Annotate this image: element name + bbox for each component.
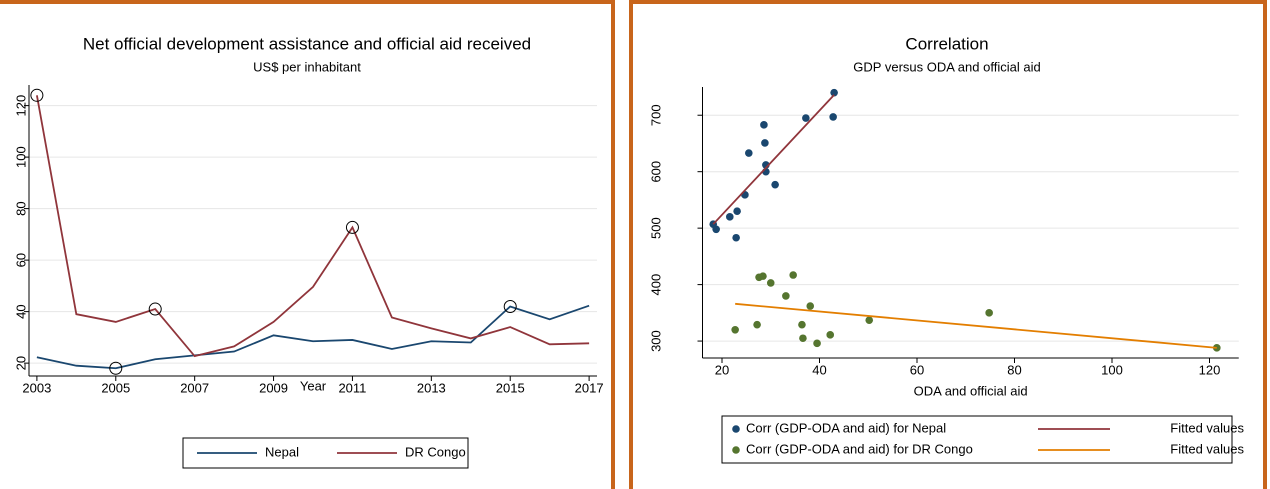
scatter-point (732, 233, 740, 242)
scatter-point (826, 331, 835, 339)
x-tick-label: 120 (1199, 362, 1221, 377)
legend-label: Corr (GDP-ODA and aid) for Nepal (746, 420, 946, 435)
x-tick-label: 2005 (101, 380, 130, 395)
scatter-point (766, 279, 775, 287)
y-tick-label: 40 (13, 304, 28, 318)
y-tick-label: 120 (13, 95, 28, 117)
scatter-point (799, 334, 807, 343)
x-tick-label: 2011 (338, 380, 366, 395)
legend-label: Corr (GDP-ODA and aid) for DR Congo (746, 441, 973, 456)
chart-title: Correlation (905, 34, 988, 53)
chart-subtitle: US$ per inhabitant (253, 59, 361, 74)
x-tick-label: 2003 (22, 380, 51, 395)
scatter-point (745, 149, 753, 157)
scatter-point (806, 302, 815, 310)
scatter-point (798, 320, 806, 329)
scatter-point (733, 207, 741, 216)
x-axis-label: Year (300, 378, 327, 393)
x-tick-label: 2017 (575, 380, 604, 395)
series-line (36, 304, 590, 370)
scatter-point (829, 113, 837, 121)
scatter-point (759, 272, 767, 280)
scatter-point (753, 320, 761, 329)
y-tick-label: 20 (13, 356, 28, 370)
scatter-point (760, 121, 768, 129)
series-line (36, 95, 590, 358)
legend-label: Fitted values (1170, 420, 1244, 435)
x-tick-label: 40 (812, 362, 826, 377)
scatter-point (985, 309, 993, 317)
legend-label: Fitted values (1170, 441, 1244, 456)
scatter-point (782, 292, 790, 300)
y-tick-label: 300 (648, 330, 663, 352)
scatter-point (771, 180, 779, 189)
scatter-point (726, 213, 734, 221)
highlight-marker (30, 88, 44, 102)
highlight-marker (148, 302, 162, 316)
x-tick-label: 80 (1007, 362, 1021, 377)
scatter-point (1213, 344, 1221, 352)
legend-swatch (732, 446, 740, 454)
x-tick-label: 60 (910, 362, 924, 377)
x-tick-label: 20 (715, 362, 729, 377)
series-line (712, 94, 835, 225)
legend-swatch (732, 425, 740, 433)
y-tick-label: 80 (13, 201, 28, 215)
x-axis-label: ODA and official aid (914, 383, 1028, 398)
scatter-point (802, 114, 810, 122)
highlight-marker (345, 220, 359, 234)
legend-label: DR Congo (405, 444, 466, 459)
scatter-point (813, 339, 821, 348)
series-line (735, 302, 1217, 349)
legend-label: Nepal (265, 444, 299, 459)
scatter-point (789, 271, 797, 279)
y-tick-label: 600 (648, 161, 663, 183)
chart-subtitle: GDP versus ODA and official aid (853, 59, 1040, 74)
scatter-point (865, 316, 874, 324)
scatter-point (761, 139, 769, 147)
x-tick-label: 100 (1101, 362, 1123, 377)
y-tick-label: 60 (13, 253, 28, 267)
scatter-point (830, 88, 838, 97)
y-tick-label: 400 (648, 274, 663, 296)
chart-title: Net official development assistance and … (83, 34, 531, 53)
x-tick-label: 2013 (417, 380, 446, 395)
y-tick-label: 500 (648, 217, 663, 239)
y-tick-label: 700 (648, 104, 663, 126)
scatter-point (712, 225, 720, 234)
x-tick-label: 2009 (259, 380, 288, 395)
highlight-marker (503, 299, 517, 313)
x-tick-label: 2015 (496, 380, 525, 395)
x-tick-label: 2007 (180, 380, 209, 395)
highlight-marker (109, 361, 123, 375)
y-tick-label: 100 (13, 146, 28, 168)
legend-box (721, 415, 1233, 464)
scatter-point (731, 325, 739, 334)
